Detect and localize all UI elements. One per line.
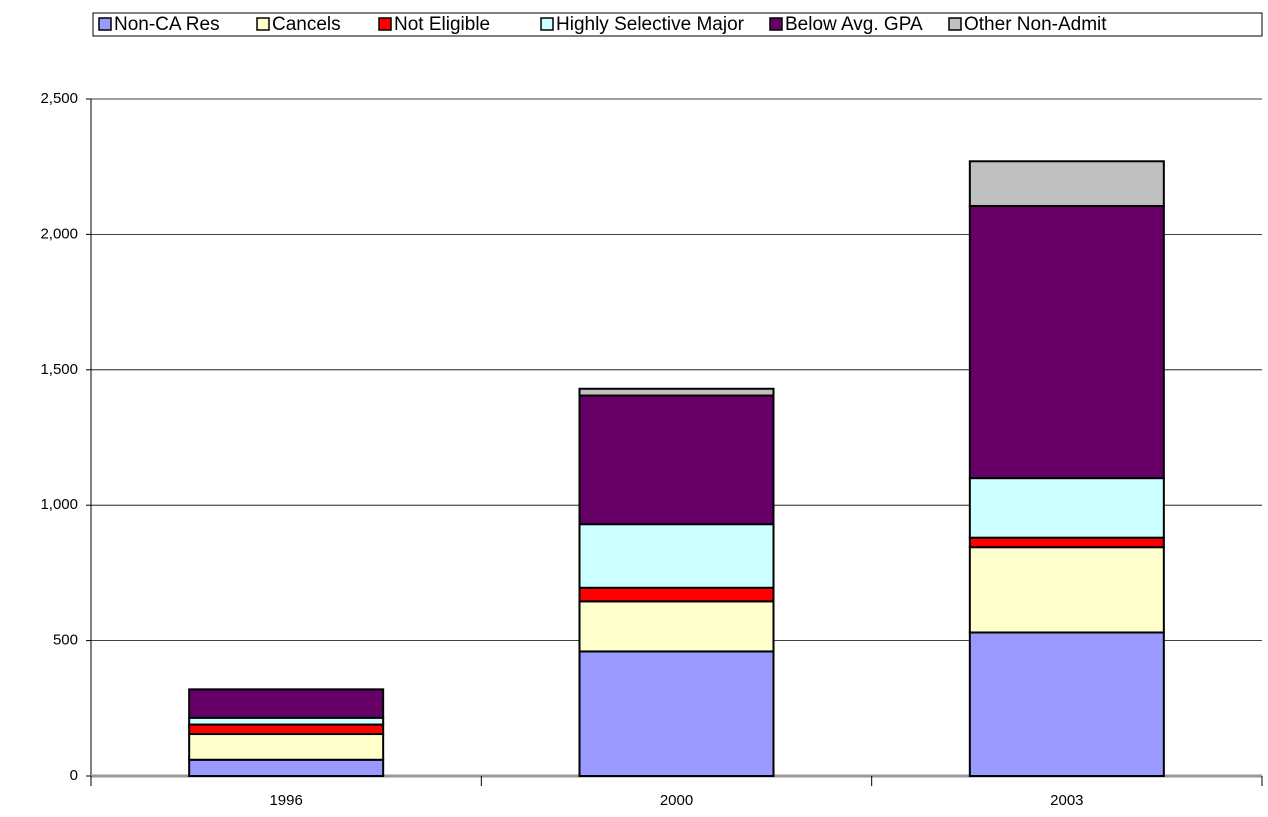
- bar-segment: [968, 631, 1165, 778]
- bar-segment: [578, 586, 775, 603]
- y-tick-label: 1,000: [40, 496, 78, 513]
- bar-segment: [968, 160, 1165, 207]
- bar-segment: [578, 387, 775, 397]
- legend-label: Highly Selective Major: [556, 14, 745, 35]
- bar-segment: [188, 688, 385, 719]
- bar-segment: [188, 733, 385, 761]
- x-tick-label: 1996: [269, 792, 302, 809]
- bar-segment: [188, 758, 385, 778]
- bar-segment: [578, 650, 775, 778]
- bar-segment: [578, 600, 775, 653]
- bar-segment: [578, 523, 775, 589]
- legend-label: Below Avg. GPA: [785, 14, 923, 35]
- x-tick-label: 2003: [1050, 792, 1083, 809]
- y-tick-label: 2,000: [40, 225, 78, 242]
- bar-segment: [188, 716, 385, 726]
- y-tick-label: 0: [70, 767, 78, 784]
- y-tick-label: 2,500: [40, 90, 78, 107]
- legend-swatch: [378, 17, 392, 31]
- bar-segment: [968, 477, 1165, 539]
- bar-segment: [968, 546, 1165, 634]
- bar-segment: [968, 536, 1165, 549]
- x-tick-label: 2000: [660, 792, 693, 809]
- legend-swatch: [769, 17, 783, 31]
- legend-label: Not Eligible: [394, 14, 490, 35]
- bar-segment: [968, 204, 1165, 480]
- legend-swatch: [256, 17, 270, 31]
- legend-label: Cancels: [272, 14, 341, 35]
- legend-swatch: [540, 17, 554, 31]
- bar-segment: [578, 394, 775, 526]
- y-tick-label: 1,500: [40, 361, 78, 378]
- bar-segment: [188, 723, 385, 736]
- legend-swatch: [98, 17, 112, 31]
- y-tick-label: 500: [53, 632, 78, 649]
- legend-swatch: [948, 17, 962, 31]
- legend-label: Other Non-Admit: [964, 14, 1107, 35]
- legend-label: Non-CA Res: [114, 14, 220, 35]
